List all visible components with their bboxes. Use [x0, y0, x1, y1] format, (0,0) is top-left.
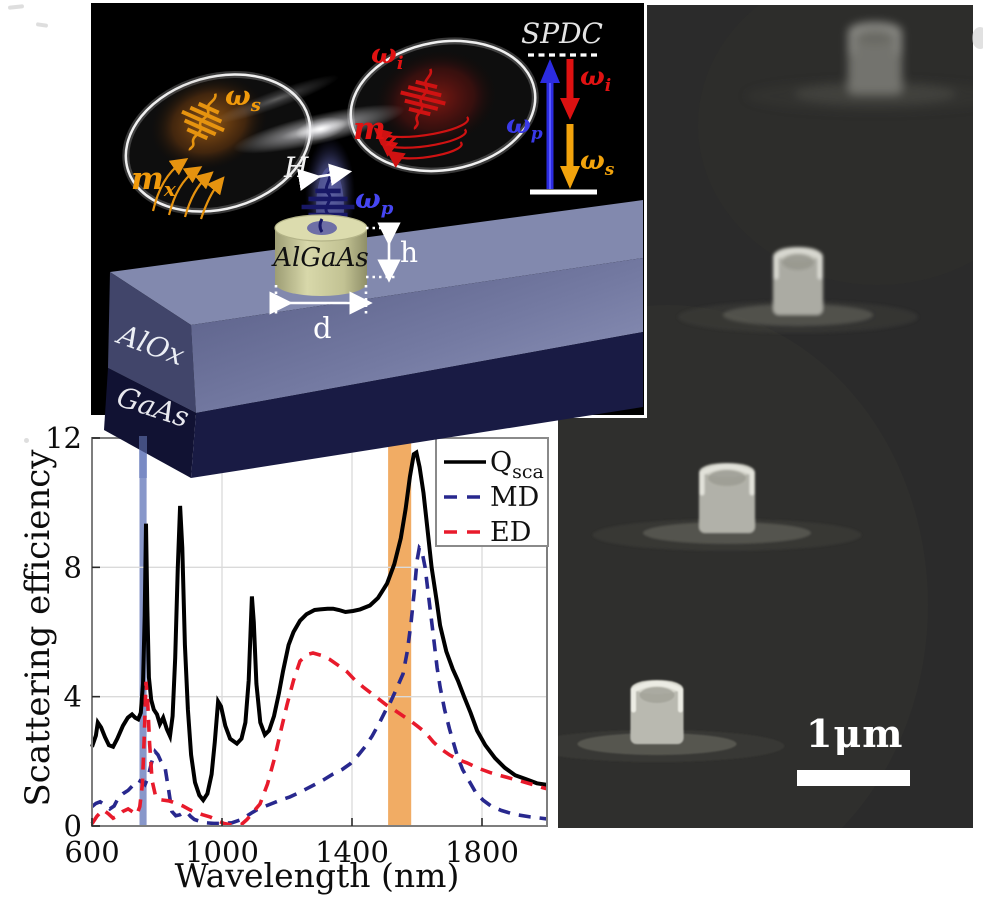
mz-field-lines-icon [373, 116, 470, 168]
curve-ED [90, 651, 548, 827]
signal-wavelength-band [388, 439, 412, 825]
waist-H-label: H [283, 151, 309, 184]
nanopillar [592, 463, 862, 551]
scale-bar [797, 770, 910, 786]
omega-p-label: ωp [355, 184, 394, 219]
spdc-pump-label: ωp [506, 110, 543, 144]
idler-arrow-down [560, 59, 580, 120]
x-tick-label: 1400 [315, 835, 389, 869]
mx-label: mx [131, 161, 177, 201]
y-tick-label: 4 [64, 680, 82, 714]
spdc-idler-label: ωi [580, 62, 611, 96]
nanopillar [558, 680, 785, 762]
spdc-signal-label: ωs [580, 146, 615, 180]
scan-artifact [7, 4, 25, 10]
signal-arrow-down [560, 124, 580, 189]
omega-s-label: ωs [225, 81, 261, 116]
curve-MD [90, 543, 548, 826]
omega-i-label: ωi [371, 39, 404, 74]
spdc-diagram: SPDC ωp ωi ωs [506, 17, 615, 195]
x-axis-label: Wavelength (nm) [174, 856, 460, 895]
waist-bright-core [295, 116, 347, 142]
pump-arrow-up [540, 59, 560, 189]
sem-image: 1μm [558, 5, 983, 828]
scan-artifact [24, 438, 29, 443]
curve-Qsca [90, 449, 548, 804]
legend-entry: ED [490, 517, 531, 548]
y-tick-label: 12 [45, 421, 82, 455]
scan-artifact [35, 22, 49, 28]
y-tick-label: 0 [64, 809, 82, 843]
waist-arrow [297, 163, 353, 191]
nanopillar [745, 22, 973, 112]
idler-wavepacket-icon [400, 68, 446, 130]
nanopillar [678, 247, 918, 333]
idler-lobe-glow [372, 48, 500, 150]
schematic-panel: ωs ωi mx mz ωp H SPDC [88, 0, 647, 418]
mz-label: mz [353, 111, 398, 151]
sem-edge-artifact [972, 27, 983, 49]
x-tick-label: 1000 [185, 835, 259, 869]
signal-wavepacket-icon [181, 93, 225, 151]
x-tick-label: 600 [64, 835, 119, 869]
y-axis-label: Scattering efficiency [18, 449, 58, 807]
scale-bar-label: 1μm [806, 711, 904, 756]
y-tick-label: 8 [64, 550, 82, 584]
spdc-title: SPDC [521, 17, 603, 50]
legend-entry: MD [490, 482, 539, 513]
x-tick-label: 1800 [445, 835, 519, 869]
